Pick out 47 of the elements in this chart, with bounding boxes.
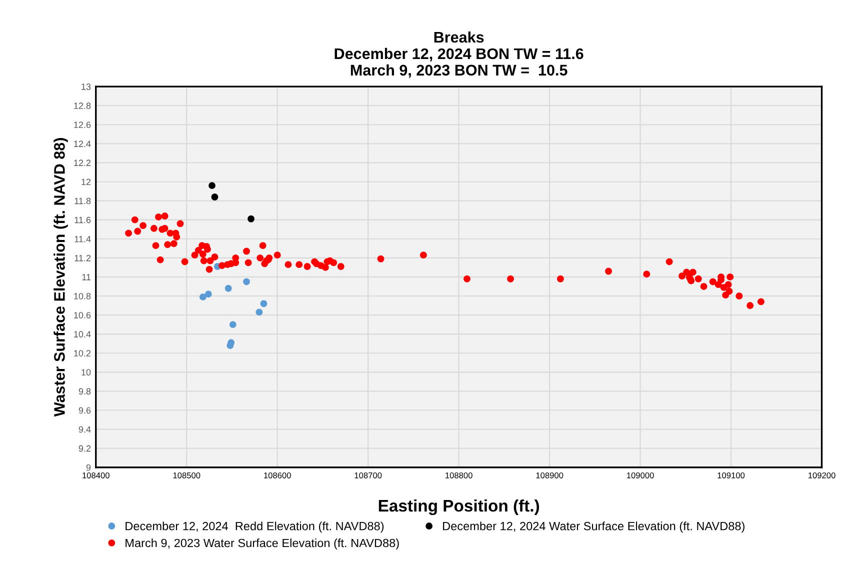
y-tick-label: 9.6 <box>78 407 91 414</box>
y-tick-label: 9.4 <box>78 426 91 433</box>
y-tick-label: 10.6 <box>74 312 91 318</box>
y-tick-label: 11.6 <box>74 216 91 224</box>
y-tick-label: 10.2 <box>74 350 91 356</box>
y-axis-title: Waster Surface Elevation (ft. NAVD 88) <box>54 138 68 417</box>
legend-label: December 12, 2024 Water Surface Elevation (ft. NAVD88) <box>443 522 744 533</box>
y-tick-label: 12.6 <box>74 122 91 128</box>
y-tick-label: 10.8 <box>74 292 91 300</box>
y-tick-label: 11.4 <box>74 236 91 242</box>
x-tick-label: 108800 <box>446 472 472 478</box>
point <box>260 300 268 308</box>
legend-label: December 12, 2024 Redd Elevation (ft. NAVD88) <box>126 522 384 533</box>
x-tick-label: 108500 <box>173 472 200 478</box>
legend-label: March 9, 2023 Water Surface Elevation (ft. NAVD88) <box>126 538 399 550</box>
y-tick-label: 11 <box>82 274 91 280</box>
point <box>208 182 216 190</box>
y-tick-label: 12.2 <box>74 160 91 166</box>
y-tick-label: 10 <box>82 369 91 376</box>
y-tick-label: 11.2 <box>74 254 91 262</box>
x-tick-label: 108700 <box>354 472 382 478</box>
x-axis-title: Easting Position (ft.) <box>378 499 540 516</box>
x-tick-label: 109200 <box>808 472 836 478</box>
point <box>199 293 206 300</box>
point <box>224 284 232 292</box>
y-tick-label: 12 <box>82 178 91 186</box>
point <box>256 308 263 316</box>
point <box>243 278 250 286</box>
chart-title: Breaks December 12, 2024 BON TW = 11.6 March 9, 2023 BON TW = 10.5 <box>334 31 584 78</box>
x-tick-label: 108600 <box>264 472 291 478</box>
point <box>204 290 212 298</box>
y-tick-label: 13 <box>82 84 91 90</box>
y-tick-label: 11.8 <box>74 198 91 204</box>
y-tick-label: 9.8 <box>78 388 91 395</box>
y-tick-label: 10.4 <box>74 331 91 338</box>
point <box>248 215 255 222</box>
x-tick-label: 109100 <box>718 472 745 478</box>
x-tick-label: 109000 <box>627 472 654 478</box>
x-tick-label: 108900 <box>536 472 564 478</box>
y-tick-label: 9 <box>86 464 91 471</box>
y-tick-label: 9.2 <box>78 445 91 452</box>
y-tick-label: 12.8 <box>74 102 91 109</box>
x-tick-label: 108400 <box>82 472 110 478</box>
point <box>211 194 218 200</box>
y-tick-label: 12.4 <box>74 140 91 147</box>
point <box>226 342 234 349</box>
point <box>229 321 236 328</box>
